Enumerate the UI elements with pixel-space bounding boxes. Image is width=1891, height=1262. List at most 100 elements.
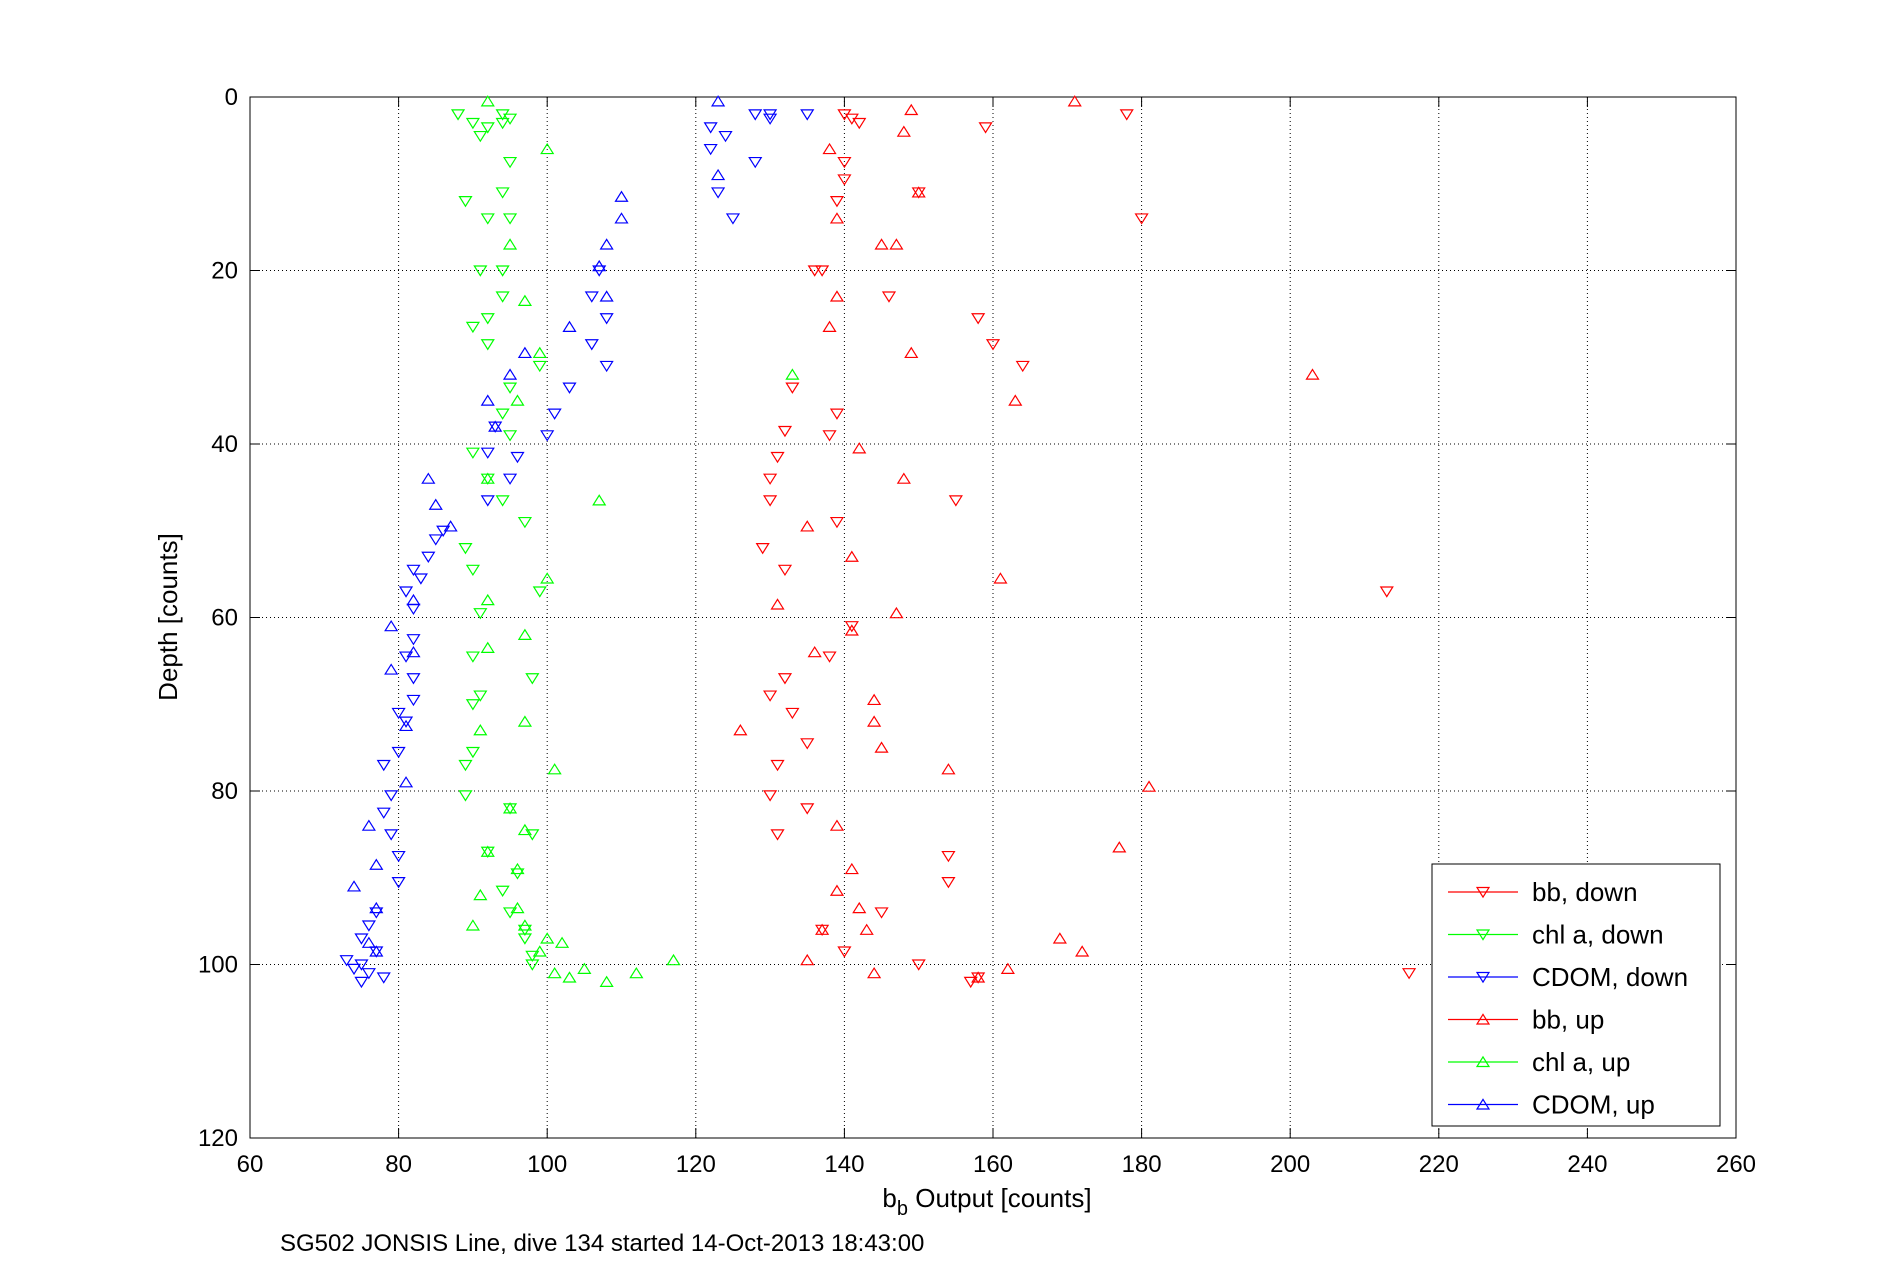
data-point (592, 494, 607, 506)
data-point (473, 690, 488, 702)
data-point (346, 963, 362, 976)
x-tick-label: 160 (973, 1151, 1013, 1178)
data-point (465, 746, 480, 759)
x-tick-label: 200 (1270, 1151, 1310, 1178)
y-tick-label: 20 (211, 258, 238, 285)
data-point (532, 360, 547, 373)
data-point (473, 265, 488, 277)
data-point (502, 802, 518, 814)
x-tick-label: 80 (385, 1151, 412, 1178)
data-point (971, 313, 986, 325)
data-point (339, 955, 354, 967)
legend-marker (1475, 1098, 1491, 1110)
x-axis-label-main: b (882, 1183, 896, 1213)
y-tick-label: 80 (211, 778, 238, 805)
data-point (428, 534, 443, 546)
data-point (911, 186, 926, 198)
data-point (711, 187, 726, 199)
data-point (540, 430, 555, 442)
data-point (837, 156, 852, 169)
data-point (510, 862, 525, 875)
data-point (502, 238, 518, 250)
data-point (517, 823, 532, 836)
data-point (547, 408, 562, 420)
data-point (800, 953, 815, 966)
data-point (1305, 368, 1320, 380)
data-point (361, 936, 376, 948)
data-point (711, 95, 726, 107)
data-point (465, 321, 480, 334)
legend-marker (1475, 971, 1491, 984)
data-point (777, 564, 793, 577)
data-point (763, 495, 778, 507)
data-point (517, 516, 532, 529)
data-point (881, 291, 897, 303)
data-point (406, 564, 421, 577)
data-point (829, 884, 845, 896)
data-point (763, 113, 778, 125)
data-point (480, 122, 495, 134)
x-tick-label: 140 (824, 1151, 864, 1178)
data-point (495, 495, 510, 507)
y-tick-label: 0 (225, 84, 238, 111)
data-point (993, 572, 1008, 584)
data-point (510, 451, 525, 464)
data-point (391, 746, 406, 759)
data-point (473, 130, 488, 143)
legend-marker (1475, 1055, 1491, 1068)
legend-label: bb, down (1532, 877, 1638, 907)
data-point (502, 430, 518, 442)
data-point (822, 142, 837, 155)
y-tick-labels: 0 20 40 60 80 100 120 (198, 84, 238, 1152)
legend-label: chl a, up (1532, 1047, 1630, 1077)
data-point (763, 473, 778, 485)
data-point (1141, 780, 1157, 792)
data-point (822, 430, 837, 442)
data-point (1401, 968, 1417, 980)
data-point (896, 125, 911, 137)
data-point (465, 919, 480, 931)
data-point (584, 291, 599, 303)
data-point (815, 923, 830, 935)
legend-label: CDOM, up (1532, 1090, 1655, 1120)
data-point (406, 694, 421, 707)
data-point (502, 213, 518, 225)
data-point (458, 196, 473, 208)
data-point (406, 634, 421, 646)
data-point (480, 447, 495, 459)
data-point (755, 542, 770, 555)
data-point (540, 572, 555, 584)
data-point (532, 586, 547, 598)
data-point (577, 962, 592, 974)
legend-marker (1475, 1013, 1491, 1025)
data-point (398, 716, 414, 728)
series-cdom-up (346, 95, 726, 957)
series-cdom-down (339, 109, 815, 989)
data-point (874, 238, 889, 250)
x-axis-label-subscript: b (897, 1198, 908, 1220)
data-point (428, 498, 443, 510)
data-point (1000, 962, 1015, 974)
data-points (339, 95, 1417, 989)
data-point (502, 368, 518, 380)
series-chl-a-up (465, 95, 800, 987)
data-point (599, 313, 614, 325)
data-point (985, 339, 1001, 351)
data-point (495, 117, 510, 130)
data-point (703, 122, 718, 134)
data-point (941, 876, 956, 889)
data-point (465, 447, 480, 459)
data-point (599, 975, 614, 987)
data-point (1112, 841, 1127, 853)
x-tick-label: 60 (237, 1151, 264, 1178)
data-point (540, 142, 555, 155)
data-point (844, 550, 859, 562)
data-point (829, 196, 845, 208)
data-point (770, 598, 785, 610)
data-point (369, 858, 384, 870)
data-point (421, 551, 436, 564)
data-point (354, 976, 369, 989)
data-point (1379, 586, 1394, 598)
data-point (517, 933, 532, 945)
data-point (822, 320, 837, 332)
